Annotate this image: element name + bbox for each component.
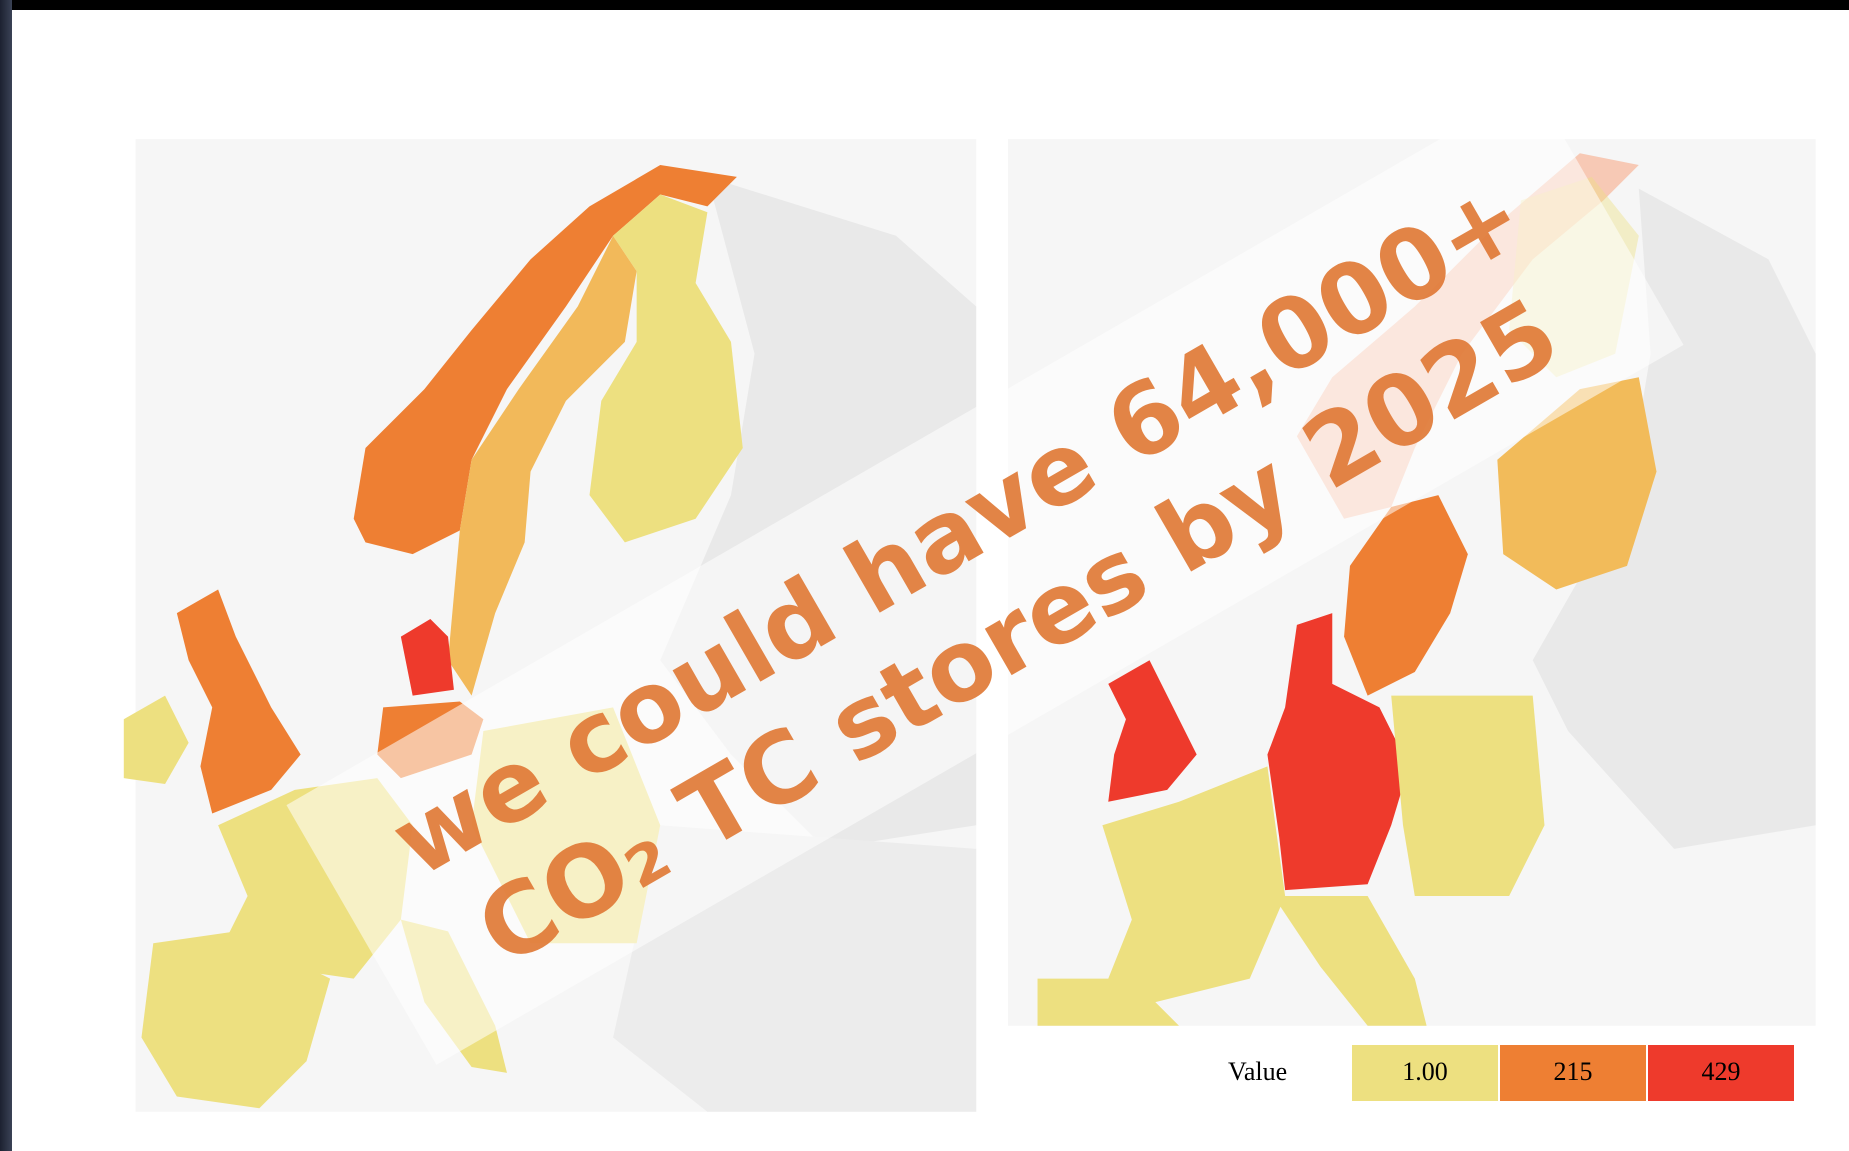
country: [1273, 896, 1427, 1026]
country: [1102, 766, 1286, 1003]
country: [1497, 377, 1657, 590]
legend-label: 1.00: [1402, 1057, 1448, 1086]
overlay-band: [286, 85, 1684, 1065]
country: [400, 618, 454, 696]
country: [353, 165, 737, 555]
country: [176, 589, 301, 814]
country: [141, 931, 331, 1109]
left-edge: [0, 0, 12, 1151]
land-gray: [1532, 188, 1816, 849]
country: [1267, 613, 1409, 891]
legend-label: 215: [1554, 1057, 1593, 1086]
country: [1391, 695, 1545, 897]
country: [123, 695, 189, 785]
legend-label: 429: [1702, 1057, 1741, 1086]
country: [1344, 495, 1468, 696]
legend-swatch: [1352, 1045, 1498, 1101]
legend-title: Value: [1228, 1057, 1287, 1086]
legend-swatch: [1500, 1045, 1646, 1101]
country: [1037, 978, 1179, 1026]
legend-items: 1.00 215 429: [1352, 1045, 1794, 1101]
top-edge: [0, 0, 1849, 10]
country: [448, 235, 637, 696]
country: [1108, 660, 1197, 802]
country: [589, 194, 743, 543]
legend-swatch: [1648, 1045, 1794, 1101]
legend: Value 1.00 215 429: [1228, 1045, 1794, 1101]
